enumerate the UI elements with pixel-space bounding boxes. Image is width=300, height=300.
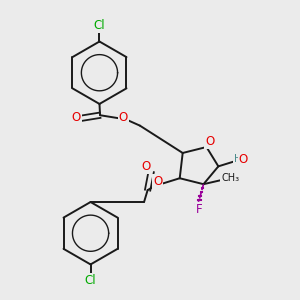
Text: Cl: Cl <box>85 274 96 287</box>
Text: Cl: Cl <box>94 19 105 32</box>
Text: O: O <box>206 135 215 148</box>
Text: O: O <box>239 153 248 166</box>
Text: F: F <box>196 203 203 216</box>
Text: O: O <box>142 160 151 173</box>
Text: O: O <box>118 110 128 124</box>
Text: CH₃: CH₃ <box>221 173 239 183</box>
Text: O: O <box>72 111 81 124</box>
Text: O: O <box>153 175 162 188</box>
Text: H: H <box>234 154 242 164</box>
